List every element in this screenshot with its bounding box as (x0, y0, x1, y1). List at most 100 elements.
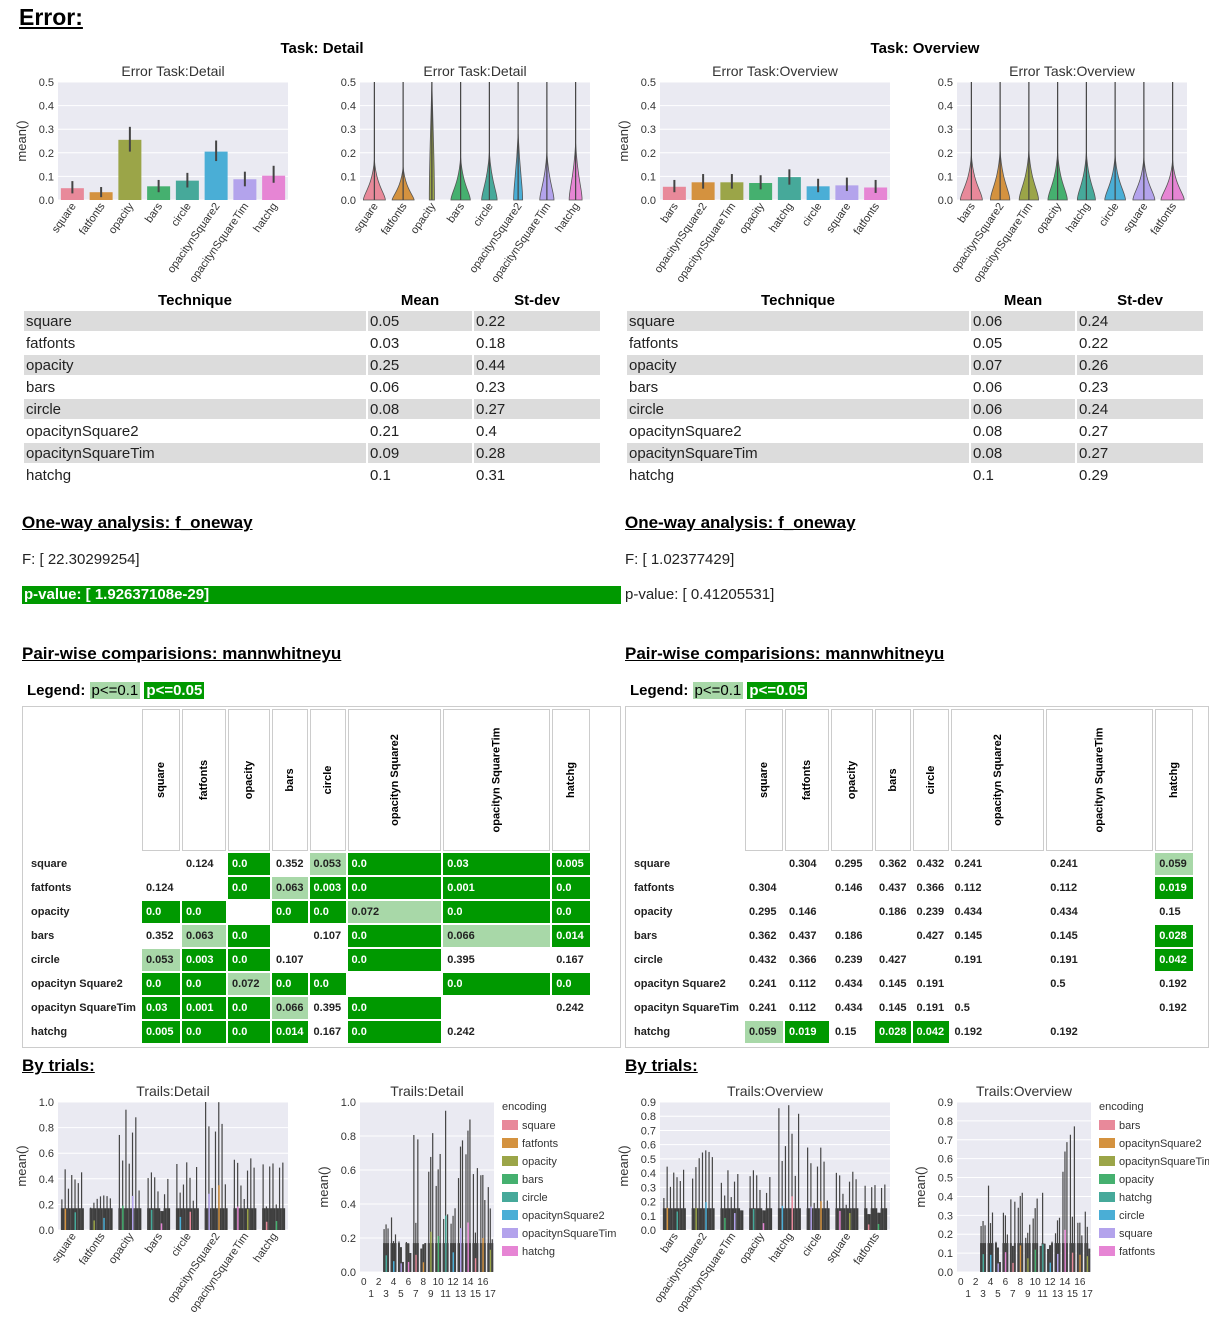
x-tick-label: bars (143, 1230, 165, 1255)
mean-cell: 0.05 (368, 311, 472, 331)
y-tick-label: 0.0 (341, 1267, 356, 1279)
y-tick-label: 0.2 (341, 148, 356, 160)
legend-title: encoding (1099, 1101, 1144, 1113)
trial-bar (880, 1208, 884, 1230)
x-tick-label: 1 (965, 1289, 971, 1300)
legend-swatch (1099, 1138, 1115, 1148)
matrix-cell: 0.112 (954, 882, 982, 894)
x-tick-label: 15 (1067, 1289, 1079, 1300)
x-tick-label: 5 (995, 1289, 1001, 1300)
trial-bar (823, 1208, 827, 1230)
column-header-label: opacityn Square2 (388, 734, 401, 826)
stats-row: fatfonts 0.05 0.22 (627, 333, 1203, 353)
x-tick-label: 17 (485, 1289, 497, 1300)
task-title-overview: Task: Overview (870, 40, 980, 57)
y-tick-label: 0.1 (341, 171, 356, 183)
legend-label: opacitynSquare2 (522, 1210, 605, 1222)
trial-bar (160, 1211, 164, 1230)
y-tick-label: 0.2 (938, 1229, 953, 1241)
column-header-label: circle (924, 765, 937, 795)
matrix-cell: 0.437 (879, 882, 907, 894)
legend-label: hatchg (522, 1246, 555, 1258)
column-header-label: opacityn SquareTim (1093, 727, 1106, 833)
trial-bar (185, 1208, 190, 1230)
stdev-cell: 0.27 (1077, 443, 1203, 463)
legend-swatch (1099, 1156, 1115, 1166)
matrix-cell: 0.112 (1050, 882, 1078, 894)
matrix-row-label: opacityn SquareTim (31, 1002, 136, 1014)
mean-cell: 0.08 (973, 422, 1003, 440)
bar (262, 175, 286, 200)
x-tick-label: circle (800, 201, 825, 229)
matrix-cell: 0.241 (748, 978, 777, 990)
bar (835, 185, 859, 200)
trial-bar (166, 1208, 171, 1230)
technique-cell: opacity (24, 355, 366, 375)
legend-label: bars (1119, 1120, 1141, 1132)
matrix-cell (785, 877, 829, 899)
trial-bar (195, 1208, 199, 1230)
mean-cell: 0.06 (971, 399, 1075, 419)
x-tick-label: circle (169, 1231, 194, 1259)
matrix-cell: 0.0 (228, 1021, 271, 1043)
x-tick-label: opacity (409, 200, 439, 236)
matrix-row-label: fatfonts (31, 882, 72, 894)
x-tick-label: opacitynSquare2 (165, 1231, 222, 1306)
y-tick-label: 0.6 (641, 1140, 656, 1152)
trial-bar (845, 1208, 849, 1230)
mean-cell: 0.05 (973, 334, 1003, 352)
trial-bar (720, 1208, 724, 1230)
col-mean: Mean (1003, 291, 1043, 309)
x-tick-label: bars (445, 200, 467, 225)
matrix-cell: 0.0 (228, 997, 271, 1019)
trial-bar (762, 1210, 766, 1230)
trial-bar (711, 1208, 715, 1230)
stdev-cell: 0.29 (1079, 466, 1109, 484)
trial-bar (855, 1208, 859, 1230)
x-tick-label: 4 (988, 1277, 994, 1288)
technique-cell: opacitynSquareTim (627, 443, 969, 463)
column-header-label: opacity (243, 760, 256, 800)
trial-bar (124, 1208, 129, 1230)
trial-bar (835, 1208, 839, 1230)
y-tick-label: 0.2 (641, 1197, 656, 1209)
matrix-row: opacityn SquareTim 0.03 0.001 0.0 0.066 0.395… (25, 997, 590, 1019)
trial-bar-colored (208, 1193, 210, 1230)
technique-cell: hatchg (629, 466, 675, 484)
mean-cell: 0.08 (971, 443, 1075, 463)
matrix-cell: 0.0 (443, 973, 551, 995)
matrix-cell: 0.0 (182, 1021, 227, 1043)
trial-bar-colored (1019, 1245, 1022, 1272)
chart-title: Error Task:Detail (423, 63, 526, 79)
matrix-cell: 0.063 (272, 877, 308, 899)
trial-bar-colored (452, 1252, 455, 1272)
matrix-cell: 0.028 (875, 1021, 911, 1043)
legend-title: encoding (502, 1101, 547, 1113)
trial-bar (765, 1208, 769, 1230)
matrix-cell: 0.167 (556, 954, 584, 966)
trial-bar (816, 1208, 820, 1230)
x-tick-label: opacity (107, 1230, 137, 1266)
trial-bar-colored (762, 1223, 765, 1230)
trial-bar (841, 1208, 846, 1230)
matrix-cell: 0.15 (835, 1026, 857, 1038)
matrix-row: square 0.124 0.0 0.352 0.053 0.0 0.03 0.005 (25, 853, 591, 875)
mean-cell: 0.07 (971, 355, 1075, 375)
mean-cell: 0.21 (370, 422, 400, 440)
pairwise-heading-overview: Pair-wise comparisions: mannwhitneyu (625, 644, 945, 663)
matrix-cell: 0.072 (347, 901, 442, 923)
stats-row: hatchg 0.1 0.31 (24, 465, 600, 485)
bar (749, 183, 773, 200)
matrix-cell (745, 853, 783, 875)
chart-error-overview-violin: 0.0 0.1 0.2 0.3 0.4 0.5 Error Task:Overview bar… (938, 63, 1187, 285)
chart-error-detail-violin: 0.0 0.1 0.2 0.3 0.4 0.5 Error Task:Detail squar… (341, 63, 590, 285)
matrix-column-header: hatchg (552, 709, 591, 851)
matrix-cell: 0.432 (916, 858, 945, 870)
trial-bar (70, 1208, 75, 1230)
matrix-cell: 0.295 (748, 906, 777, 918)
trial-bar (211, 1208, 215, 1230)
matrix-cell: 0.239 (916, 906, 945, 918)
chart-error-detail-bar: 0.0 0.1 0.2 0.3 0.4 0.5 Error Task:Detail mean(… (14, 63, 288, 285)
technique-cell: opacitynSquare2 (629, 422, 742, 440)
x-tick-label: 9 (428, 1289, 434, 1300)
